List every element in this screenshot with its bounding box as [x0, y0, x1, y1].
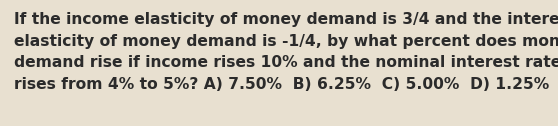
Text: If the income elasticity of money demand is 3/4 and the interest
elasticity of m: If the income elasticity of money demand… — [14, 12, 558, 92]
